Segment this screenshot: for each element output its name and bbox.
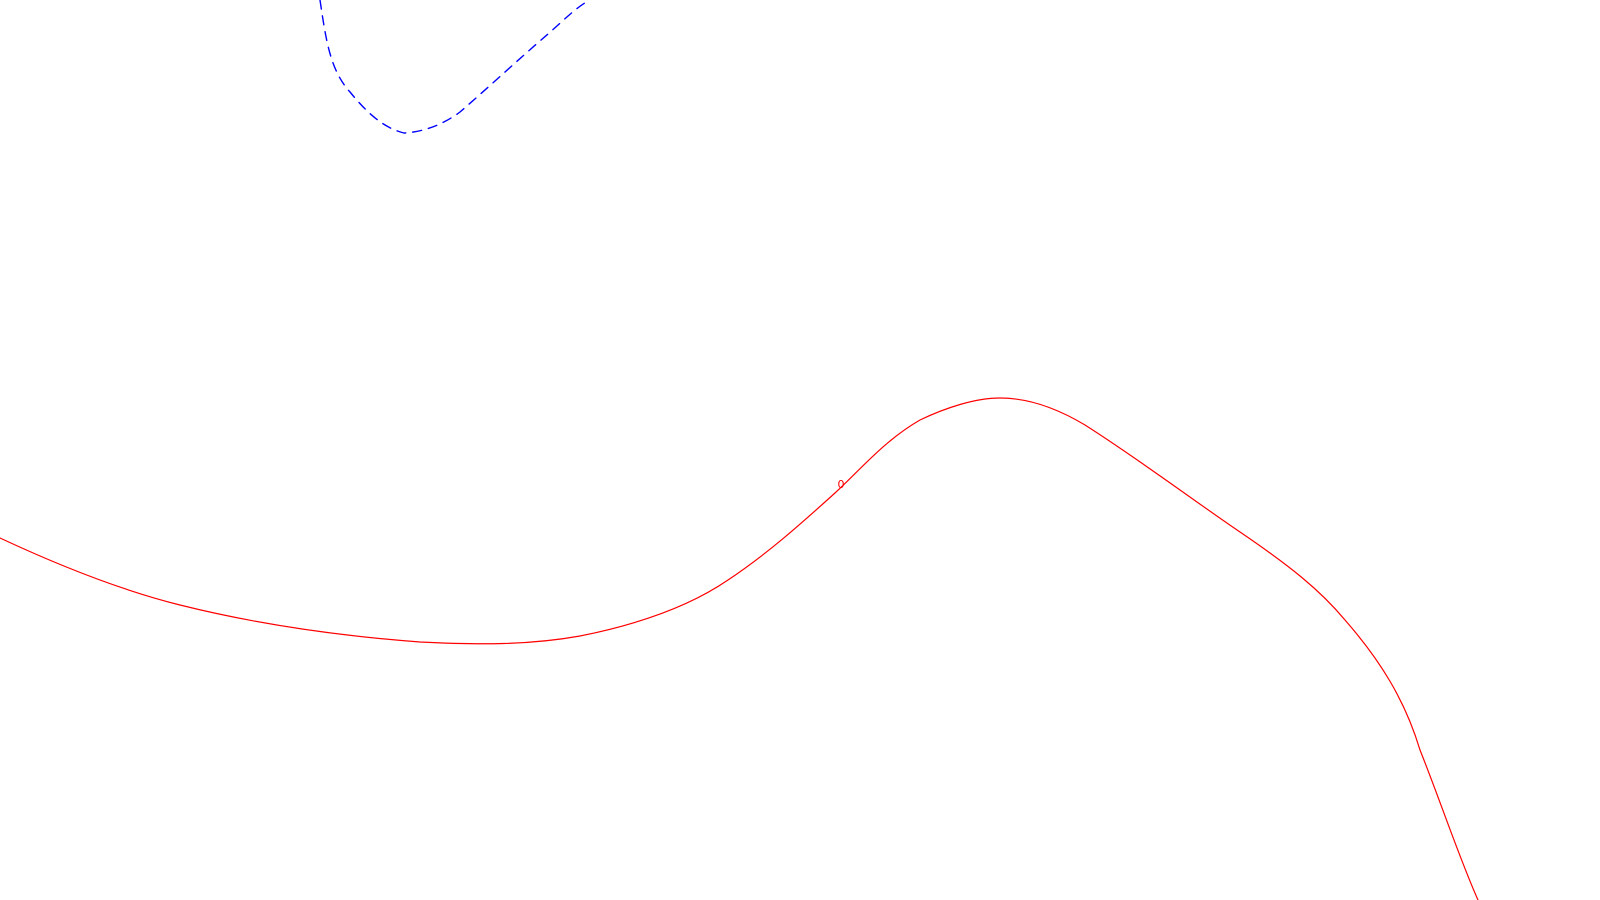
dashed-contour-line: [319, 0, 591, 134]
solid-contour-line: [0, 397, 1479, 900]
contour-level-label: 0: [838, 478, 845, 491]
